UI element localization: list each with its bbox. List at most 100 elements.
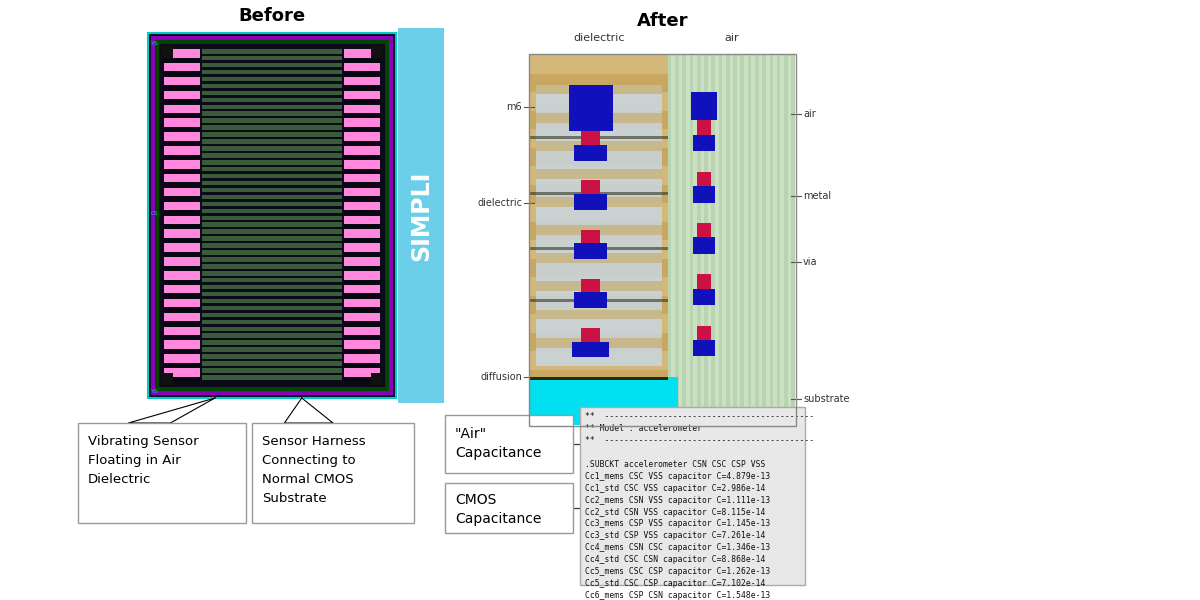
Bar [202,132,342,137]
Bar [344,368,380,377]
Bar [164,49,200,58]
Text: Before: Before [239,7,306,25]
Bar [164,238,200,243]
Bar [744,55,748,425]
Bar [344,118,380,127]
Bar [581,230,600,244]
Bar [202,56,342,61]
Bar [202,125,342,130]
Bar [164,271,200,280]
Bar [164,349,200,354]
Text: CS: CS [151,211,158,216]
Bar [344,155,380,160]
Bar [748,55,751,425]
Bar [344,169,380,174]
Bar [445,415,574,473]
Bar [530,314,667,332]
Bar [202,139,342,143]
Text: diffusion: diffusion [480,372,522,382]
Bar [164,354,200,363]
Bar [161,46,173,58]
Bar [726,55,730,425]
Bar [445,483,574,533]
Bar [697,55,701,425]
Bar [692,340,715,356]
Bar [344,252,380,257]
Bar [164,174,200,182]
Bar [164,368,200,377]
Bar [344,377,380,382]
Bar [202,229,342,234]
Bar [202,49,342,53]
Bar [672,55,676,425]
Bar [683,55,686,425]
Text: After: After [637,12,689,30]
Bar [344,243,380,252]
Bar [580,407,805,585]
Text: m6: m6 [506,102,522,112]
Bar [530,407,667,425]
Bar [344,85,380,91]
Bar [158,44,385,387]
Bar [344,113,380,118]
Bar [740,55,744,425]
Bar [344,229,380,238]
Bar [164,377,200,382]
Bar [344,202,380,210]
Bar [164,280,200,285]
Bar [530,73,667,92]
Bar [530,129,667,148]
Text: Vibrating Sensor
Floating in Air
Dielectric: Vibrating Sensor Floating in Air Dielect… [88,435,199,486]
Bar [164,313,200,321]
Bar [530,299,667,302]
Bar [164,77,200,85]
Bar [676,55,679,425]
Bar [202,174,342,178]
Bar [530,277,667,295]
Bar [776,55,780,425]
Bar [164,182,200,188]
Bar [164,293,200,299]
Bar [344,127,380,132]
Bar [574,244,607,259]
Bar [536,141,662,151]
Bar [202,153,342,158]
Bar [344,271,380,280]
Bar [751,55,755,425]
Bar [202,320,342,324]
Bar [530,110,667,129]
Polygon shape [284,398,334,423]
Bar [708,55,712,425]
Bar [530,351,667,370]
Bar [398,28,444,403]
Bar [344,363,380,368]
Bar [769,55,773,425]
Bar [344,326,380,335]
Bar [164,196,200,202]
Bar [164,307,200,313]
Bar [569,85,613,131]
Bar [344,266,380,271]
Bar [202,104,342,109]
Bar [692,238,715,254]
Bar [530,240,667,259]
Bar [697,121,710,135]
Bar [697,274,710,289]
Bar [344,210,380,215]
Bar [164,91,200,99]
Bar [530,332,667,351]
Bar [344,335,380,340]
Bar [787,55,791,425]
Bar [690,55,694,425]
Bar [202,202,342,206]
Bar [202,375,342,380]
Bar [164,155,200,160]
Bar [202,292,342,296]
Bar [692,186,715,203]
Bar [530,377,667,380]
Bar [344,238,380,243]
Bar [697,223,710,238]
Text: SIMPLI: SIMPLI [409,170,433,260]
Bar [730,55,733,425]
Bar [202,271,342,275]
